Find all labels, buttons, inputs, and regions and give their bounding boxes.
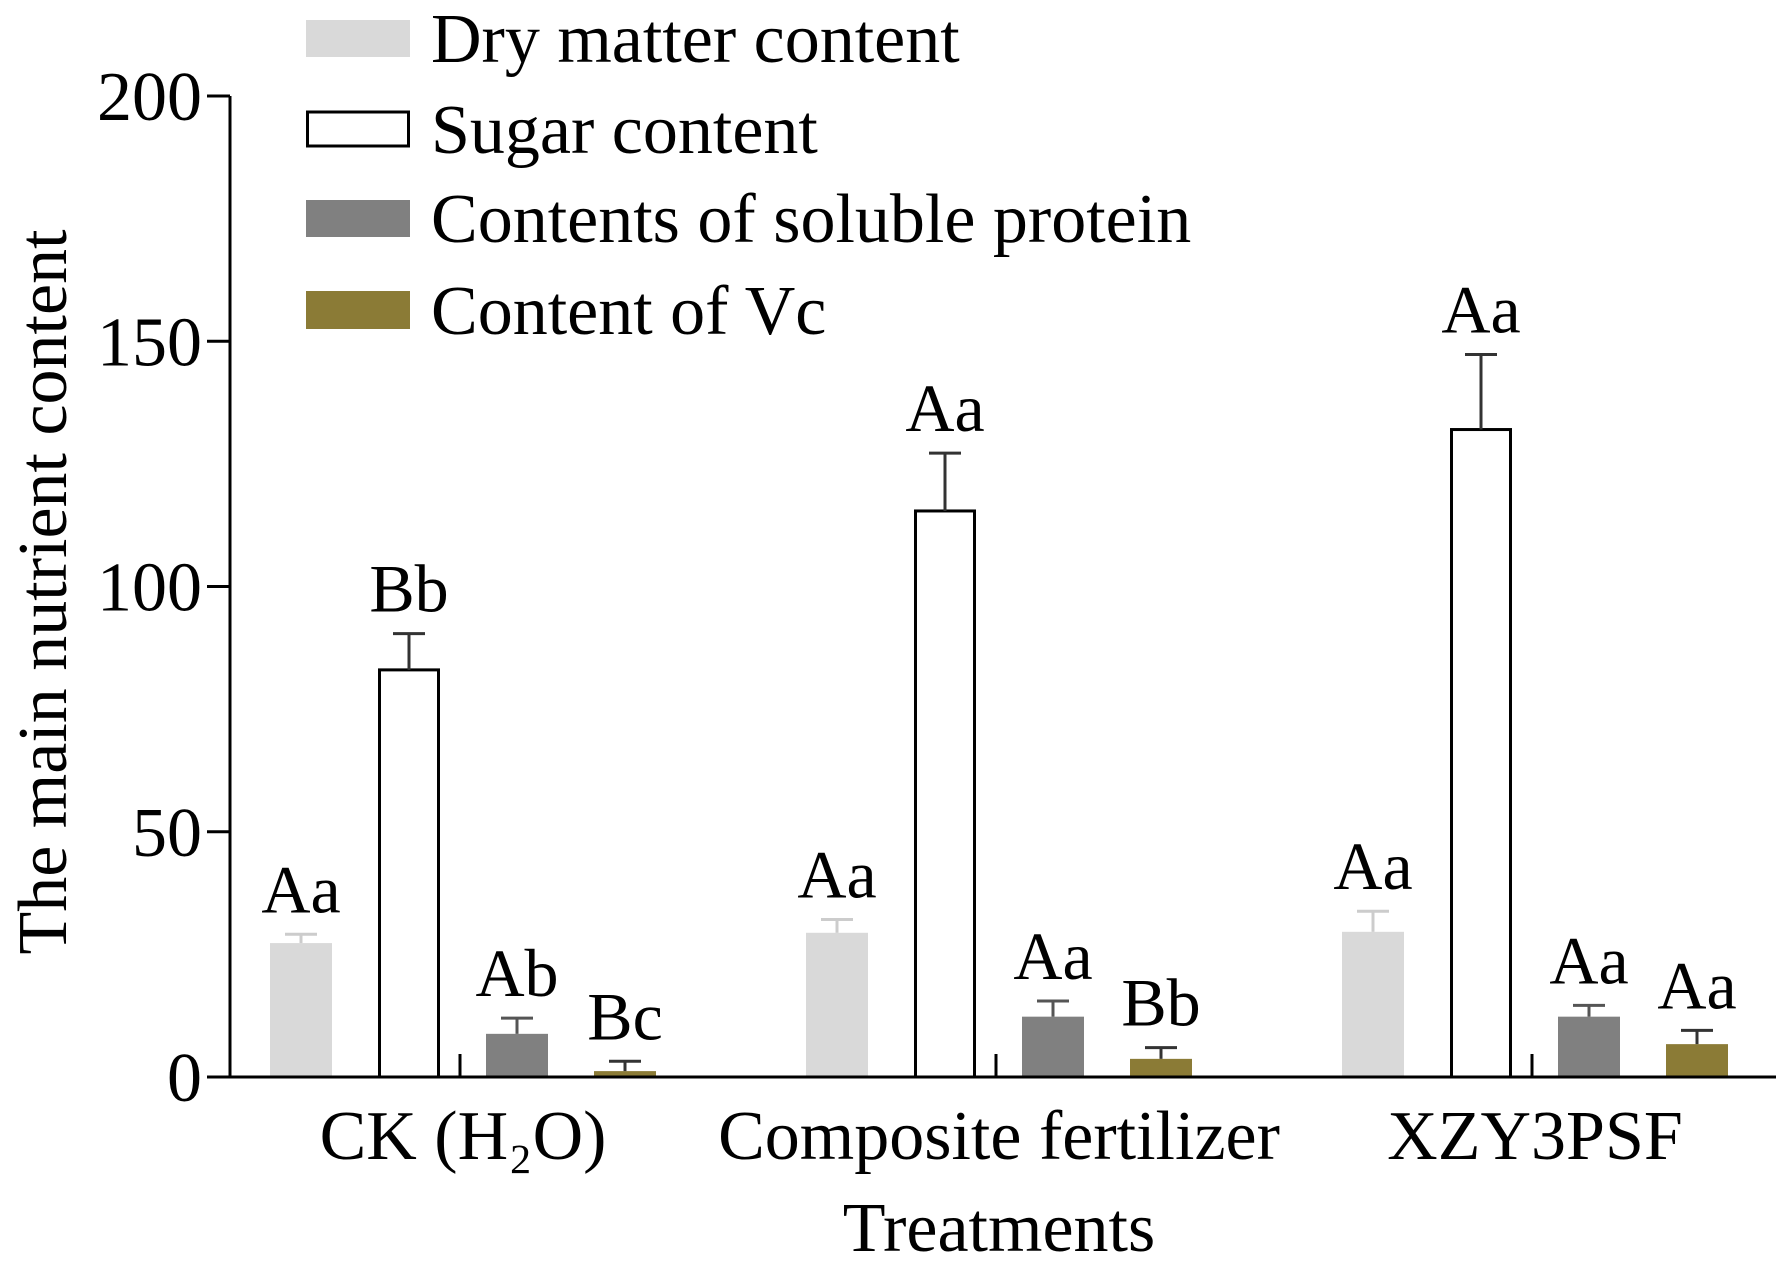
- bar-content-of-vc-xzy3psf: [1666, 1044, 1728, 1077]
- error-bar-contents-of-soluble-protein-xzy3psf: [1573, 1003, 1605, 1017]
- legend-item-sugar-content: Sugar content: [306, 92, 818, 169]
- error-bar-dry-matter-content-composite-fertilizer: [821, 918, 853, 933]
- y-tick-label: 0: [167, 1040, 202, 1117]
- significance-label-content-of-vc-composite-fertilizer: Bb: [1121, 965, 1200, 1041]
- error-bar-dry-matter-content-xzy3psf: [1357, 909, 1389, 932]
- x-category-label-composite-fertilizer: Composite fertilizer: [718, 1098, 1280, 1175]
- significance-label-contents-of-soluble-protein-ck-h-o: Ab: [475, 935, 558, 1011]
- significance-label-content-of-vc-xzy3psf: Aa: [1657, 947, 1736, 1023]
- bar-contents-of-soluble-protein-ck-h-o: [486, 1033, 548, 1077]
- bar-sugar-content-composite-fertilizer: [914, 509, 976, 1079]
- significance-label-dry-matter-content-xzy3psf: Aa: [1333, 828, 1412, 904]
- error-bar-dry-matter-content-ck-h-o: [285, 932, 317, 944]
- error-bar-contents-of-soluble-protein-composite-fertilizer: [1037, 999, 1069, 1017]
- significance-label-contents-of-soluble-protein-xzy3psf: Aa: [1549, 922, 1628, 998]
- significance-label-dry-matter-content-composite-fertilizer: Aa: [797, 837, 876, 913]
- x-category-label-xzy3psf: XZY3PSF: [1387, 1098, 1683, 1175]
- legend-swatch-content-of-vc: [306, 291, 410, 329]
- plot-marks: Aa Aa Aa Bb Aa Aa Ab Aa Aa Bc Bb Aa: [261, 271, 1737, 1079]
- error-bar-content-of-vc-composite-fertilizer: [1145, 1046, 1177, 1059]
- legend-swatch-dry-matter-content: [306, 20, 410, 57]
- legend-label-sugar-content: Sugar content: [431, 92, 818, 169]
- legend-label-contents-of-soluble-protein: Contents of soluble protein: [431, 181, 1191, 258]
- bar-contents-of-soluble-protein-composite-fertilizer: [1022, 1016, 1084, 1077]
- error-bar-contents-of-soluble-protein-ck-h-o: [501, 1016, 533, 1034]
- significance-label-content-of-vc-ck-h-o: Bc: [587, 978, 663, 1054]
- y-tick-label: 150: [97, 304, 202, 381]
- legend: Dry matter content Sugar content Content…: [306, 1, 1191, 350]
- bar-sugar-content-ck-h-o: [378, 668, 440, 1079]
- legend-item-dry-matter-content: Dry matter content: [306, 1, 960, 78]
- bar-content-of-vc-ck-h-o: [594, 1071, 656, 1077]
- bar-sugar-content-xzy3psf: [1450, 428, 1512, 1079]
- significance-label-sugar-content-xzy3psf: Aa: [1441, 271, 1520, 347]
- significance-label-sugar-content-composite-fertilizer: Aa: [905, 370, 984, 446]
- significance-label-dry-matter-content-ck-h-o: Aa: [261, 851, 340, 927]
- legend-swatch-contents-of-soluble-protein: [306, 200, 410, 237]
- y-tick-label: 50: [132, 795, 202, 872]
- y-axis-title: The main nutrient content: [5, 229, 82, 955]
- legend-item-content-of-vc: Content of Vc: [306, 273, 826, 350]
- legend-swatch-sugar-content: [306, 110, 410, 148]
- bar-content-of-vc-composite-fertilizer: [1130, 1058, 1192, 1077]
- bar-contents-of-soluble-protein-xzy3psf: [1558, 1016, 1620, 1077]
- error-bar-sugar-content-xzy3psf: [1465, 352, 1497, 430]
- bar-dry-matter-content-ck-h-o: [270, 943, 332, 1077]
- error-bar-content-of-vc-ck-h-o: [609, 1059, 641, 1072]
- error-bar-content-of-vc-xzy3psf: [1681, 1028, 1713, 1045]
- legend-item-contents-of-soluble-protein: Contents of soluble protein: [306, 181, 1191, 258]
- bar-dry-matter-content-xzy3psf: [1342, 931, 1404, 1077]
- error-bar-sugar-content-ck-h-o: [393, 632, 425, 670]
- significance-label-contents-of-soluble-protein-composite-fertilizer: Aa: [1013, 918, 1092, 994]
- bar-dry-matter-content-composite-fertilizer: [806, 932, 868, 1077]
- error-bar-sugar-content-composite-fertilizer: [929, 451, 961, 511]
- y-axis-ticks: 0 50 100 150 200: [97, 59, 230, 1117]
- x-category-label-ck-h-o: CK (H₂O): [320, 1098, 607, 1175]
- x-axis-ticks: CK (H₂O) Composite fertilizer XZY3PSF: [320, 1054, 1683, 1175]
- x-axis-title: Treatments: [843, 1190, 1155, 1267]
- significance-label-sugar-content-ck-h-o: Bb: [369, 551, 448, 627]
- y-tick-label: 100: [97, 550, 202, 627]
- legend-label-dry-matter-content: Dry matter content: [431, 1, 960, 78]
- legend-label-content-of-vc: Content of Vc: [431, 273, 826, 350]
- y-tick-label: 200: [97, 59, 202, 136]
